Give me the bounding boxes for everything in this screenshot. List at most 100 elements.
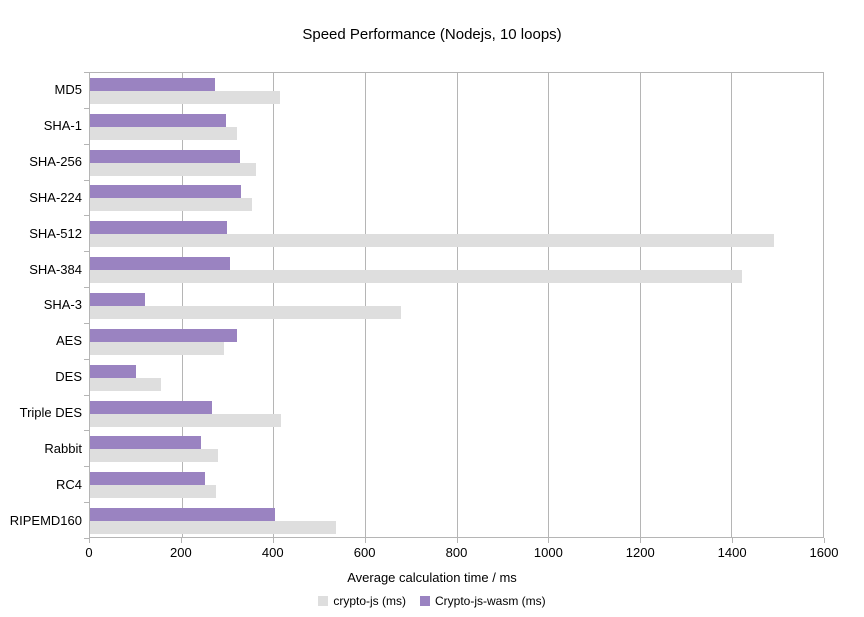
category-label-ripemd160: RIPEMD160 <box>9 512 82 528</box>
category-label-rabbit: Rabbit <box>44 440 82 456</box>
bar-group-sha-224 <box>90 181 823 217</box>
legend: crypto-js (ms) Crypto-js-wasm (ms) <box>0 594 864 608</box>
bar-crypto-js-wasm-ms-aes <box>90 328 237 342</box>
x-tick-mark-600 <box>364 538 366 543</box>
y-tick-mark <box>84 323 90 324</box>
x-tick-label-1400: 1400 <box>717 545 747 560</box>
x-tick-mark-1400 <box>732 538 734 543</box>
x-tick-label-800: 800 <box>445 545 468 560</box>
bar-group-sha-1 <box>90 109 823 145</box>
bar-group-ripemd160 <box>90 503 823 539</box>
bar-group-md5 <box>90 73 823 109</box>
x-tick-label-1000: 1000 <box>533 545 563 560</box>
bar-crypto-js-ms-ripemd160 <box>90 521 336 535</box>
category-label-rc4: RC4 <box>55 476 82 492</box>
bar-crypto-js-ms-rc4 <box>90 485 217 499</box>
bar-group-sha-256 <box>90 145 823 181</box>
category-label-sha-224: SHA-224 <box>29 189 82 205</box>
bar-crypto-js-wasm-ms-sha-224 <box>90 185 242 199</box>
gridline-800 <box>456 73 458 537</box>
x-tick-mark-800 <box>456 538 458 543</box>
x-tick-mark-1600 <box>824 538 825 543</box>
bar-crypto-js-wasm-ms-md5 <box>90 77 215 91</box>
y-tick-mark <box>84 538 90 539</box>
bar-crypto-js-ms-sha-256 <box>90 162 257 176</box>
bar-crypto-js-ms-triple-des <box>90 413 282 427</box>
legend-label-crypto-js-wasm: Crypto-js-wasm (ms) <box>435 594 546 608</box>
category-label-md5: MD5 <box>54 82 82 98</box>
bar-group-sha-3 <box>90 288 823 324</box>
x-tick-mark-1000 <box>548 538 550 543</box>
bar-group-rabbit <box>90 431 823 467</box>
bar-group-sha-512 <box>90 216 823 252</box>
category-label-sha-1: SHA-1 <box>43 118 82 134</box>
bar-crypto-js-wasm-ms-sha-3 <box>90 292 145 306</box>
y-tick-mark <box>84 502 90 503</box>
gridline-600 <box>364 73 366 537</box>
y-tick-mark <box>84 251 90 252</box>
y-tick-mark <box>84 108 90 109</box>
bar-crypto-js-ms-sha-3 <box>90 305 401 319</box>
x-tick-mark-400 <box>272 538 274 543</box>
x-tick-mark-1200 <box>640 538 642 543</box>
bar-crypto-js-ms-sha-384 <box>90 270 742 284</box>
bar-group-des <box>90 360 823 396</box>
legend-label-crypto-js: crypto-js (ms) <box>333 594 406 608</box>
x-tick-mark-200 <box>180 538 182 543</box>
x-axis-title: Average calculation time / ms <box>347 570 517 585</box>
bar-crypto-js-ms-des <box>90 377 162 391</box>
bar-crypto-js-wasm-ms-rc4 <box>90 472 205 486</box>
y-tick-mark <box>84 144 90 145</box>
bar-crypto-js-wasm-ms-sha-256 <box>90 149 241 163</box>
x-tick-label-400: 400 <box>261 545 284 560</box>
bar-crypto-js-wasm-ms-ripemd160 <box>90 508 275 522</box>
category-label-aes: AES <box>55 333 82 349</box>
bar-group-triple-des <box>90 396 823 432</box>
chart-title: Speed Performance (Nodejs, 10 loops) <box>302 26 562 43</box>
x-tick-label-600: 600 <box>353 545 376 560</box>
gridline-400 <box>273 73 275 537</box>
legend-item-crypto-js: crypto-js (ms) <box>318 594 406 608</box>
y-tick-mark <box>84 430 90 431</box>
gridline-200 <box>181 73 183 537</box>
x-tick-label-0: 0 <box>85 545 93 560</box>
category-label-des: DES <box>55 369 82 385</box>
bar-crypto-js-wasm-ms-sha-512 <box>90 221 227 235</box>
bar-crypto-js-ms-sha-224 <box>90 198 253 212</box>
category-label-sha-256: SHA-256 <box>29 154 82 170</box>
category-label-sha-3: SHA-3 <box>43 297 82 313</box>
bar-crypto-js-ms-aes <box>90 341 224 355</box>
legend-item-crypto-js-wasm: Crypto-js-wasm (ms) <box>420 594 546 608</box>
x-tick-label-1600: 1600 <box>809 545 839 560</box>
plot-area <box>89 72 824 538</box>
y-tick-mark <box>84 180 90 181</box>
bar-crypto-js-wasm-ms-rabbit <box>90 436 202 450</box>
bar-crypto-js-wasm-ms-sha-384 <box>90 257 231 271</box>
bar-crypto-js-wasm-ms-triple-des <box>90 400 212 414</box>
category-label-sha-512: SHA-512 <box>29 225 82 241</box>
bar-crypto-js-ms-rabbit <box>90 449 218 463</box>
bar-crypto-js-ms-md5 <box>90 90 280 104</box>
x-tick-label-1200: 1200 <box>625 545 655 560</box>
x-tick-label-200: 200 <box>170 545 192 560</box>
bar-crypto-js-ms-sha-512 <box>90 234 774 248</box>
bar-group-rc4 <box>90 467 823 503</box>
category-label-sha-384: SHA-384 <box>29 261 82 277</box>
bar-crypto-js-ms-sha-1 <box>90 126 237 140</box>
bar-crypto-js-wasm-ms-sha-1 <box>90 113 226 127</box>
y-tick-mark <box>84 215 90 216</box>
y-tick-mark <box>84 359 90 360</box>
gridline-1000 <box>548 73 550 537</box>
y-tick-mark <box>84 466 90 467</box>
legend-swatch-crypto-js <box>318 596 329 606</box>
bar-group-aes <box>90 324 823 360</box>
bar-group-sha-384 <box>90 252 823 288</box>
bar-crypto-js-wasm-ms-des <box>90 364 136 378</box>
y-tick-mark <box>84 395 90 396</box>
gridline-1400 <box>731 73 733 537</box>
legend-swatch-crypto-js-wasm <box>420 596 430 606</box>
gridline-1200 <box>639 73 641 537</box>
y-tick-mark <box>84 72 90 73</box>
category-label-triple-des: Triple DES <box>19 405 82 421</box>
